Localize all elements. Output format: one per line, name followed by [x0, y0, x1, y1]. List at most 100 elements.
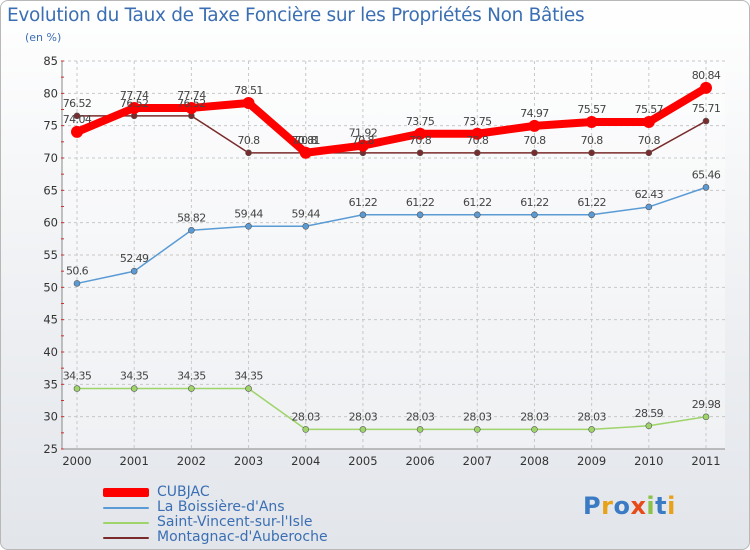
data-point — [359, 211, 367, 219]
y-tick-label: 45 — [43, 313, 58, 327]
y-tick-label: 60 — [43, 216, 58, 230]
data-point — [188, 226, 195, 234]
data-label: 70.8 — [466, 134, 489, 147]
logo-letter: r — [601, 492, 614, 520]
data-point — [416, 149, 424, 157]
series-line-2 — [76, 387, 707, 431]
data-label: 28.03 — [291, 410, 320, 423]
series-line-0 — [73, 83, 710, 157]
x-tick-label: 2000 — [62, 454, 91, 468]
data-label: 34.35 — [234, 370, 263, 383]
data-point — [73, 280, 81, 287]
data-label: 73.75 — [463, 115, 492, 128]
data-point — [414, 127, 427, 140]
legend-item-la-boissiere-d-ans: La Boissière-d'Ans — [103, 500, 328, 515]
data-point — [702, 117, 710, 125]
data-label: 70.8 — [352, 134, 375, 147]
data-label: 61.22 — [577, 196, 606, 209]
y-tick-label: 50 — [43, 280, 58, 294]
data-point — [130, 267, 138, 275]
data-point — [245, 149, 252, 157]
data-point — [473, 149, 481, 157]
x-tick-label: 2004 — [291, 454, 320, 468]
data-point — [416, 426, 424, 433]
data-point — [242, 96, 255, 109]
y-tick-label: 70 — [43, 151, 58, 165]
y-tick-label: 25 — [43, 442, 58, 456]
x-tick-label: 2007 — [463, 454, 492, 468]
data-point — [359, 426, 367, 433]
proxiti-logo: Proxiti — [583, 492, 676, 520]
y-tick-label: 55 — [43, 248, 58, 262]
data-label: 74.97 — [520, 107, 549, 120]
data-label: 77.74 — [120, 89, 149, 102]
data-point — [299, 146, 312, 159]
data-point — [73, 385, 81, 392]
data-point — [185, 101, 198, 114]
legend-swatch-saint-vincent-sur-l-isle — [103, 521, 149, 524]
legend-swatch-cubjac — [103, 488, 149, 497]
x-tick-label: 2005 — [348, 454, 377, 468]
data-point — [642, 115, 655, 128]
data-point — [245, 385, 252, 392]
legend-label-la-boissiere-d-ans: La Boissière-d'Ans — [157, 499, 285, 515]
x-tick-label: 2006 — [405, 454, 434, 468]
y-tick-label: 65 — [43, 183, 58, 197]
legend-item-montagnac-d-auberoche: Montagnac-d'Auberoche — [103, 530, 328, 545]
data-point — [645, 422, 653, 430]
data-label: 58.82 — [177, 211, 206, 224]
y-tick-label: 75 — [43, 119, 58, 133]
x-tick-label: 2011 — [691, 454, 720, 468]
legend-item-saint-vincent-sur-l-isle: Saint-Vincent-sur-l'Isle — [103, 515, 328, 530]
x-tick-label: 2002 — [177, 454, 206, 468]
data-label: 34.35 — [63, 370, 92, 383]
data-label: 59.44 — [234, 207, 263, 220]
data-label: 76.52 — [177, 97, 206, 110]
data-label: 70.8 — [237, 134, 260, 147]
x-tick-label: 2008 — [520, 454, 549, 468]
y-axis-unit: (en %) — [25, 31, 62, 44]
data-label: 28.03 — [520, 410, 549, 423]
data-label: 61.22 — [349, 196, 378, 209]
data-label: 75.57 — [577, 103, 606, 116]
data-label: 75.57 — [635, 103, 664, 116]
logo-letter: P — [583, 492, 602, 520]
data-label: 61.22 — [520, 196, 549, 209]
data-point — [302, 426, 310, 433]
data-point — [473, 426, 481, 433]
data-label: 28.03 — [463, 410, 492, 423]
data-label: 65.46 — [692, 168, 721, 181]
data-point — [585, 115, 598, 128]
data-point — [528, 119, 541, 132]
logo-letter: x — [630, 492, 647, 520]
series-line-3 — [76, 115, 707, 154]
logo-letter: i — [646, 492, 656, 520]
data-label: 34.35 — [177, 370, 206, 383]
x-tick-label: 2003 — [234, 454, 263, 468]
data-label: 76.52 — [120, 97, 149, 110]
data-label: 73.75 — [406, 115, 435, 128]
data-label: 52.49 — [120, 252, 149, 265]
data-label: 70.81 — [291, 134, 320, 147]
chart-title: Evolution du Taux de Taxe Foncière sur l… — [7, 5, 585, 26]
legend-label-montagnac-d-auberoche: Montagnac-d'Auberoche — [157, 529, 328, 545]
data-label: 74.04 — [63, 113, 92, 126]
y-tick-label: 80 — [43, 86, 58, 100]
data-label: 50.6 — [66, 264, 89, 277]
data-point — [130, 385, 138, 392]
data-point — [645, 203, 653, 211]
data-point — [471, 127, 484, 140]
data-label: 70.8 — [295, 134, 318, 147]
logo-letter: i — [667, 492, 676, 520]
data-point — [188, 385, 195, 392]
data-point — [588, 211, 595, 219]
data-point — [473, 211, 481, 219]
data-label: 70.8 — [523, 134, 546, 147]
data-point — [645, 149, 653, 157]
data-point — [588, 426, 595, 433]
y-tick-label: 30 — [43, 410, 58, 424]
x-tick-label: 2001 — [120, 454, 149, 468]
data-label: 76.52 — [63, 97, 92, 110]
data-point — [588, 149, 595, 157]
